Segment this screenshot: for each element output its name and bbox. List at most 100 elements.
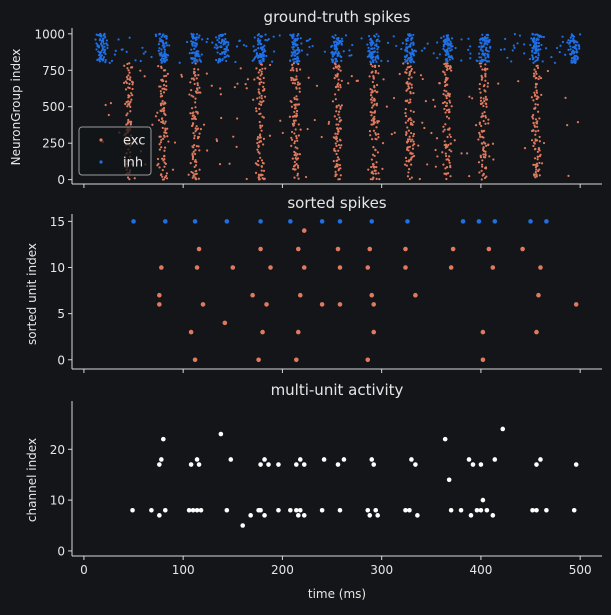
spike-inh [178,61,181,64]
spike-exc [444,123,447,126]
spike-exc [194,170,197,173]
spike-exc [412,154,416,158]
spike-exc [404,156,408,159]
spike-exc [406,119,410,122]
spike-inh [166,54,170,57]
spike-inh [255,52,258,55]
spike-exc [333,115,336,118]
spike-exc [163,112,166,115]
spike-exc [446,62,449,65]
spike-exc [198,149,201,152]
spike-exc [129,122,132,125]
spike-inh [537,42,540,45]
spike-exc [246,78,250,81]
spike-inh [486,36,489,39]
spike-exc [128,82,131,85]
spike-exc [445,104,448,107]
spike-exc [369,134,372,137]
spike-inh [442,45,445,48]
spike-inh [483,38,486,41]
spike-exc [538,149,541,152]
spike-point-multi-unit [276,462,281,467]
spike-exc [335,173,338,176]
spike-exc [368,130,372,133]
spike-inh [223,56,226,59]
spike-inh [477,45,481,48]
spike-exc [533,157,537,160]
spike-point-exc [250,292,255,298]
spike-inh [373,47,376,50]
spike-inh [534,33,537,36]
spike-inh [550,55,553,59]
spike-inh [485,46,488,49]
spike-exc [256,76,259,79]
spike-exc [479,99,483,102]
spike-exc [487,118,490,121]
spike-exc [334,165,337,169]
spike-inh [97,50,100,53]
spike-exc [252,98,255,101]
spike-exc [337,143,341,147]
spike-exc [130,120,133,123]
spike-exc [337,167,341,171]
spike-exc [412,120,415,123]
spike-inh [540,35,543,38]
spike-inh [569,48,572,51]
spike-exc [540,162,544,165]
spike-exc [262,85,265,88]
spike-inh [483,36,487,39]
spike-inh [289,59,292,62]
spike-point-multi-unit [248,513,253,518]
spike-point-multi-unit [367,513,373,518]
spike-exc [294,146,297,149]
spike-exc [194,149,197,152]
spike-exc [377,64,381,68]
spike-exc [161,121,165,124]
spike-exc [537,110,540,113]
spike-inh [348,54,351,57]
spike-inh [160,53,163,56]
spike-exc [167,140,170,143]
spike-exc [327,122,330,125]
spike-exc [444,146,447,149]
spike-inh [164,42,168,45]
spike-point-multi-unit [321,457,327,462]
spike-exc [258,120,261,124]
spike-inh [185,40,189,44]
spike-point-multi-unit [258,462,263,467]
spike-inh [573,57,576,60]
spike-point-multi-unit [337,507,343,513]
spike-exc [293,153,296,157]
spike-exc [372,119,375,122]
spike-inh [257,37,260,40]
spike-inh [252,58,256,61]
spike-exc [164,129,167,132]
spike-exc [374,69,377,73]
spike-exc [480,102,483,106]
spike-exc [126,105,129,108]
spike-exc [195,91,198,94]
spike-inh [262,59,265,63]
spike-exc [157,162,160,165]
spike-exc [166,127,169,130]
spike-inh [196,55,200,58]
spike-exc [482,104,485,108]
spike-point-exc [157,302,162,307]
spike-inh [298,50,301,53]
spike-inh [198,58,201,61]
spike-exc [369,110,372,114]
spike-exc [264,67,267,70]
spike-exc [409,121,413,125]
spike-point-multi-unit [341,457,347,462]
spike-exc [299,128,302,131]
spike-exc [256,138,259,141]
spike-exc [292,78,295,81]
spike-inh [98,58,101,62]
spike-point-multi-unit [149,507,154,513]
spike-exc [162,103,165,106]
spike-point-exc [367,246,373,252]
spike-inh [569,45,572,48]
spike-inh [105,39,108,42]
spike-exc [128,62,131,65]
spike-inh [293,49,297,52]
